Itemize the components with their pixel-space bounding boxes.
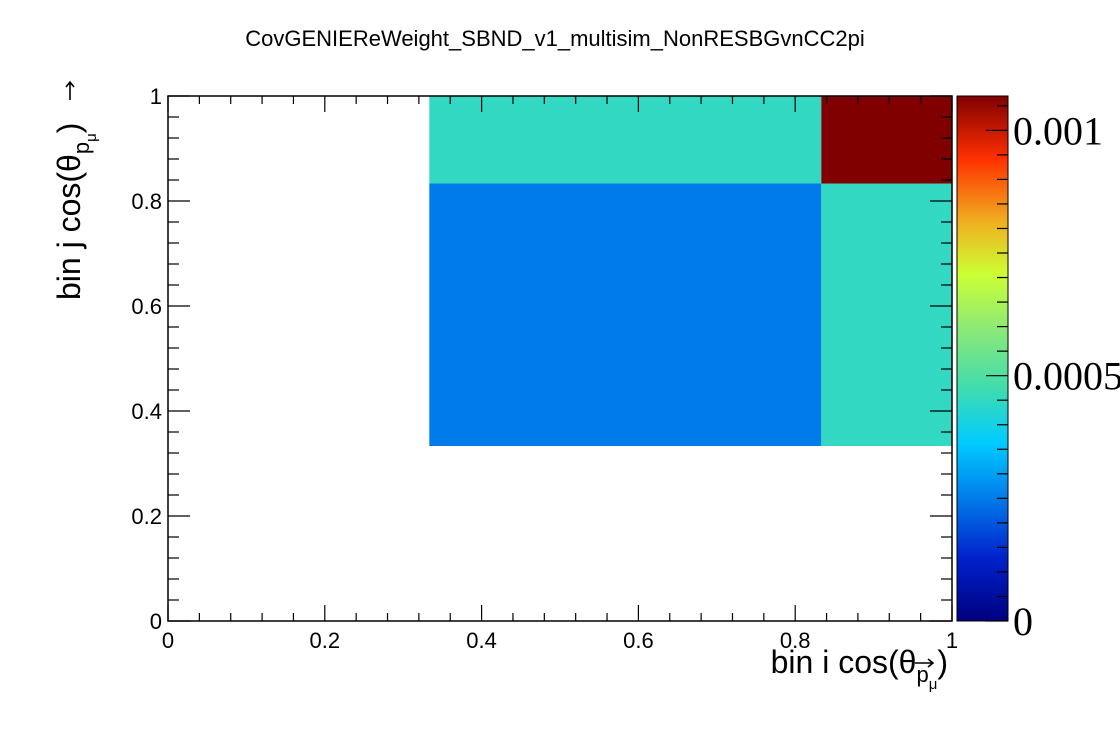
y-tick-label: 0	[150, 609, 162, 634]
colorbar-tick-label: 0.001	[1013, 108, 1103, 153]
x-tick-label: 0.6	[623, 628, 654, 653]
x-axis-title-main: bin i cos(θ	[771, 644, 917, 680]
x-tick-label: 0	[162, 628, 174, 653]
heatmap-cell-2	[429, 96, 822, 184]
x-axis-title-sub: p	[916, 662, 928, 687]
y-axis-title-main: bin j cos(θ	[51, 154, 87, 300]
y-axis-title-subsub: μ	[83, 133, 100, 142]
heatmap-cells	[429, 96, 952, 447]
colorbar	[956, 95, 1009, 622]
plot-frame	[167, 95, 953, 622]
y-tick-label: 1	[150, 84, 162, 109]
colorbar-tick-label: 0.0005	[1013, 354, 1120, 399]
x-tick-label: 0.4	[466, 628, 497, 653]
x-axis-title: bin i cos(θpμ)	[771, 644, 948, 693]
y-tick-label: 0.4	[131, 399, 162, 424]
y-axis-title-sub: p	[69, 142, 94, 154]
y-axis-ticks: 0 0.2 0.4 0.6 0.8 1	[131, 84, 952, 634]
heatmap-cell-0	[429, 183, 822, 447]
x-tick-label: 1	[946, 628, 958, 653]
y-tick-label: 0.2	[131, 504, 162, 529]
x-axis-vector-arrow	[915, 658, 935, 668]
chart-title: CovGENIEReWeight_SBND_v1_multisim_NonRES…	[245, 26, 865, 51]
y-tick-label: 0.6	[131, 294, 162, 319]
heatmap-cell-3	[821, 96, 952, 184]
x-axis-title-close: )	[937, 644, 948, 680]
y-axis-title-close: )	[51, 123, 87, 134]
y-axis-title: bin j cos(θpμ)	[51, 123, 100, 300]
x-axis-title-subsub: μ	[929, 676, 938, 693]
x-tick-label: 0.8	[780, 628, 811, 653]
colorbar-ticks: 0 0.0005 0.001	[986, 105, 1120, 644]
x-axis-ticks: 0 0.2 0.4 0.6 0.8 1	[162, 96, 958, 653]
colorbar-tick-label: 0	[1013, 599, 1033, 644]
heatmap-cell-1	[821, 183, 952, 447]
x-tick-label: 0.2	[310, 628, 341, 653]
y-axis-vector-arrow	[65, 80, 75, 100]
y-tick-label: 0.8	[131, 189, 162, 214]
